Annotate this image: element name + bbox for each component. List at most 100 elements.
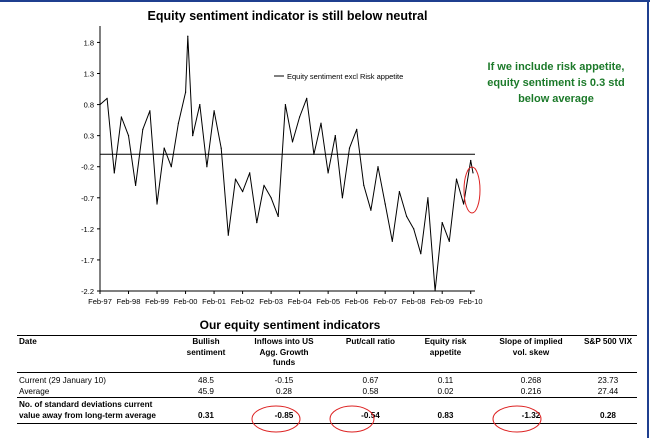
series-point [156,203,158,205]
y-tick-label: 1.3 [84,70,94,79]
row-label: Current (29 January 10) [19,376,106,385]
series-point [106,97,108,99]
series-point [320,122,322,124]
row-label: Average [17,386,177,398]
top-border [0,0,650,2]
series-point [413,228,415,230]
series-point [170,166,172,168]
series-point [284,104,286,106]
cell: 0.02 [408,386,483,398]
x-tick-label: Feb-00 [174,297,198,306]
chart-series [99,35,474,292]
y-tick-label: -0.2 [81,163,94,172]
series-point [120,116,122,118]
series-point [99,104,101,106]
series-point [242,191,244,193]
x-tick-label: Feb-08 [402,297,426,306]
row-label: No. of standard deviations current value… [17,397,177,424]
series-point [234,178,237,180]
y-tick-label: -1.7 [81,256,94,265]
col-skew: Slope of implied vol. skew [483,335,579,373]
callout-line-2: equity sentiment is 0.3 std [487,77,625,89]
x-tick-label: Feb-10 [459,297,483,306]
series-point [348,147,351,149]
callout-line-1: If we include risk appetite, [487,61,625,73]
callout-text: If we include risk appetite, equity sent… [476,59,636,107]
col-inflows: Inflows into US Agg. Growth funds [235,335,333,373]
chart-axes [99,26,475,292]
cell: -1.32 [483,397,579,424]
series-point [306,97,308,99]
series-point [427,197,429,199]
cell: -0.54 [333,397,408,424]
cell: 0.268 [520,376,542,385]
series-point [263,184,265,186]
cell: 0.83 [408,397,483,424]
x-tick-label: Feb-01 [202,297,226,306]
series-point [185,91,187,93]
cell: 45.9 [177,386,235,398]
series-point [363,184,365,186]
series-point [220,147,222,149]
series-point [270,197,272,199]
cell: 0.58 [333,386,408,398]
table-header-row: Date Bullish sentiment Inflows into US A… [17,335,637,373]
cell: 0.11 [437,376,454,385]
x-tick-label: Feb-97 [88,297,112,306]
series-point [441,222,443,224]
table-row: No. of standard deviations current value… [17,397,637,424]
col-bullish: Bullish sentiment [177,335,235,373]
series-point [177,122,179,124]
series-point [391,240,393,242]
series-point [192,135,194,137]
series-point [356,128,358,130]
table-row: Current (29 January 10) 48.5 -0.15 0.67 … [17,373,637,387]
cell: 23.73 [597,376,619,385]
series-point [420,253,422,255]
x-tick-label: Feb-09 [430,297,454,306]
col-vix: S&P 500 VIX [579,335,637,373]
col-putcall: Put/call ratio [333,335,408,373]
cell: 27.44 [579,386,637,398]
series-point [398,191,400,193]
highlight-ellipse [463,166,481,214]
series-point [470,159,472,162]
series-point [313,153,315,155]
cell: 0.67 [362,376,379,385]
series-point [227,234,229,236]
x-tick-label: Feb-03 [259,297,283,306]
x-tick-label: Feb-06 [345,297,369,306]
chart-title: Equity sentiment indicator is still belo… [147,9,428,23]
x-tick-label: Feb-98 [117,297,141,306]
series-point [249,172,251,174]
series-point [127,135,130,137]
col-risk-appetite: Equity risk appetite [408,335,483,373]
y-tick-label: 1.8 [84,38,94,47]
legend-label: Equity sentiment excl Risk appetite [287,72,403,81]
series-point [142,128,144,130]
series-point [327,172,329,174]
x-tick-label: Feb-05 [316,297,340,306]
series-point [206,166,208,168]
x-tick-label: Feb-02 [231,297,255,306]
series-point [406,215,408,217]
table-row: Average 45.9 0.28 0.58 0.02 0.216 27.44 [17,386,637,398]
cell: 0.216 [483,386,579,398]
cell: -0.15 [274,376,294,385]
series-point [341,197,343,199]
series-point [135,184,137,186]
series-point [277,215,279,217]
x-tick-label: Feb-04 [288,297,312,306]
series-point [187,35,189,37]
series-point [291,141,294,143]
cell: 0.28 [579,397,637,424]
x-tick-label: Feb-99 [145,297,169,306]
cell: 48.5 [198,376,214,385]
indicators-table: Date Bullish sentiment Inflows into US A… [17,335,637,424]
series-point [334,135,336,137]
series-point [199,104,201,106]
series-point [370,209,372,211]
cell: -0.85 [235,397,333,424]
